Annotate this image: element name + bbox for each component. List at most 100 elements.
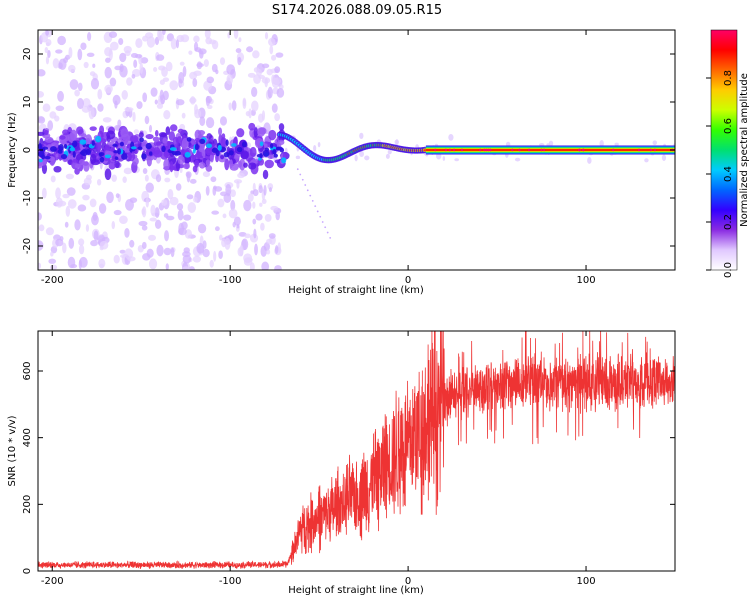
colorbar-ticks: 0.0 0.2 0.4 0.6 0.8 — [706, 70, 734, 278]
colorbar-tick-label: 0.4 — [723, 166, 734, 182]
spectrogram-core-blob — [141, 153, 147, 160]
spectrogram-noise-blob — [243, 199, 252, 212]
spectrogram-noise-blob — [104, 84, 113, 94]
spectrogram-band-blob — [83, 161, 90, 172]
spectrogram-noise-blob — [228, 208, 238, 219]
spectrogram-noise-blob — [113, 254, 120, 264]
spectrogram-noise-blob — [141, 208, 146, 216]
spectrogram-core-blob — [38, 158, 43, 163]
spectrogram-noise-blob — [159, 89, 164, 101]
spectrogram-core-blob — [275, 146, 281, 151]
spectrogram-noise-blob — [97, 89, 103, 100]
spectrogram-noise-blob — [169, 80, 179, 91]
spectrogram-noise-blob — [104, 46, 113, 57]
spectrogram-noise-blob — [82, 194, 90, 201]
spectrogram-noise-blob — [233, 30, 239, 39]
spectrogram-noise-blob — [167, 188, 174, 200]
spectrogram-band-blob — [138, 132, 144, 138]
spectrogram-noise-blob — [242, 98, 247, 110]
spectrogram-noise-blob — [252, 189, 259, 197]
spectrogram-noise-blob — [124, 107, 134, 112]
spectrogram-band-blob — [162, 137, 168, 144]
spectrogram-noise-blob — [77, 48, 83, 61]
spectrogram-core-blob — [206, 143, 213, 148]
spectrogram-noise-blob — [244, 233, 251, 239]
spectrogram-noise-blob — [163, 247, 172, 256]
spectrogram-core-blob — [281, 157, 287, 164]
spectrogram-band-blob — [199, 162, 206, 169]
spectrogram-faint-blob — [395, 139, 399, 146]
spectrogram-noise-blob — [267, 86, 273, 99]
spectrogram-noise-blob — [231, 100, 237, 111]
spectrogram-faint-blob — [652, 140, 658, 146]
spectrogram-core-blob — [272, 148, 277, 155]
spectrogram-noise-blob — [130, 53, 139, 59]
spectrogram-noise-blob — [124, 227, 130, 238]
spectrogram-band-blob — [192, 165, 198, 173]
spectrogram-noise-blob — [153, 67, 158, 72]
spectrogram-band-blob — [74, 168, 80, 175]
spectrogram-band-blob — [53, 165, 62, 173]
spectrogram-core-blob — [44, 155, 51, 160]
spectrogram-noise-blob — [98, 258, 106, 268]
spectrogram-noise-blob — [66, 187, 76, 196]
spectrogram-noise-blob — [106, 191, 114, 204]
spectrogram-noise-blob — [74, 89, 80, 97]
spectrogram-band-blob — [153, 146, 161, 155]
snr-x-tick-label: -200 — [41, 576, 64, 587]
spectrogram-noise-blob — [213, 250, 217, 262]
spectrogram-tone-peak — [577, 148, 581, 152]
spectrogram-noise-blob — [92, 63, 96, 68]
spectrogram-noise-blob — [38, 240, 44, 251]
spectrogram-noise-blob — [55, 187, 61, 200]
spectrogram-noise-blob — [197, 223, 207, 234]
spectrogram-tone-peak — [518, 148, 521, 152]
spectrogram-noise-blob — [183, 214, 192, 221]
spectrogram-noise-blob — [178, 72, 185, 84]
spectrogram-core-blob — [273, 153, 278, 158]
spectrogram-x-label: Height of straight line (km) — [288, 285, 424, 296]
spectrogram-noise-blob — [163, 213, 169, 218]
spectrogram-core-blob — [211, 147, 218, 153]
spectrogram-noise-blob — [259, 202, 263, 207]
spectrogram-noise-blob — [170, 38, 177, 50]
spectrogram-noise-blob — [218, 250, 223, 260]
spectrogram-noise-blob — [169, 196, 179, 206]
spectrogram-noise-blob — [124, 50, 131, 57]
spectrogram-noise-blob — [98, 203, 107, 214]
spectrogram-noise-blob — [236, 224, 240, 229]
spectrogram-band-blob — [69, 129, 78, 141]
spectrogram-noise-blob — [222, 213, 227, 219]
spectrogram-core-blob — [72, 140, 78, 148]
spectrogram-x-tick-label: 100 — [576, 275, 595, 286]
spectrogram-trail-dot — [324, 226, 327, 229]
spectrogram-band-blob — [278, 123, 285, 131]
spectrogram-x-tick-label: -200 — [41, 275, 64, 286]
spectrogram-band-blob — [121, 133, 131, 141]
spectrogram-band-blob — [96, 140, 102, 152]
spectrogram-noise-blob — [118, 37, 124, 46]
spectrogram-band-blob — [181, 138, 189, 150]
spectrogram-noise-blob — [261, 198, 267, 204]
spectrogram-core-blob — [69, 147, 76, 152]
spectrogram-noise-blob — [255, 213, 263, 221]
spectrogram-trail-dot — [319, 215, 322, 218]
spectrogram-noise-blob — [180, 34, 190, 43]
spectrogram-noise-blob — [141, 241, 147, 250]
spectrogram-noise-blob — [274, 66, 281, 74]
spectrogram-noise-blob — [38, 262, 42, 269]
spectrogram-noise-blob — [38, 69, 46, 77]
spectrogram-noise-blob — [186, 172, 191, 183]
spectrogram-noise-blob — [154, 207, 160, 218]
spectrogram-noise-blob — [182, 266, 191, 270]
spectrogram-noise-blob — [161, 66, 168, 77]
spectrogram-noise-blob — [186, 194, 194, 200]
spectrogram-noise-blob — [235, 48, 242, 54]
spectrogram-band-blob — [152, 136, 159, 142]
spectrogram-band-blob — [218, 127, 223, 136]
spectrogram-transition-peak — [423, 149, 427, 152]
spectrogram-band-blob — [153, 140, 161, 147]
spectrogram-noise-blob — [177, 209, 184, 221]
spectrogram-band-blob — [220, 137, 226, 149]
